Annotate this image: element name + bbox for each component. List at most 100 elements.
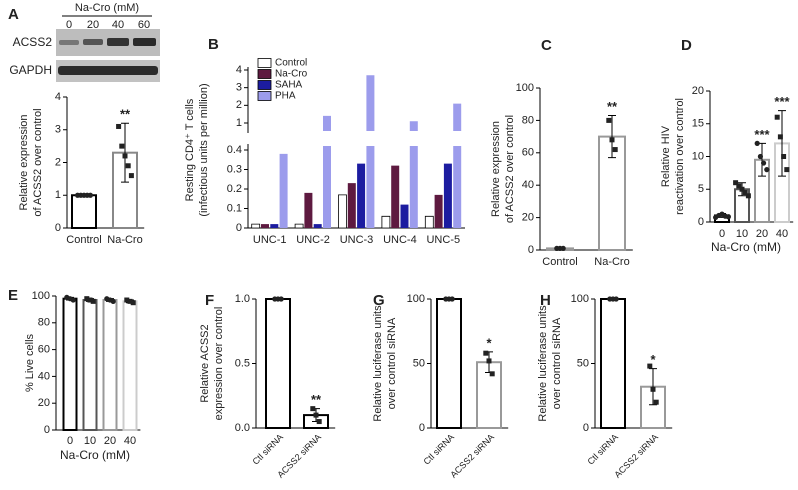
y-tick-label: 100 <box>571 293 589 305</box>
y-tick-label: 0 <box>419 422 425 434</box>
y-axis-label: Relative HIV <box>660 125 672 187</box>
data-point <box>613 296 619 302</box>
y-tick-label: 50 <box>413 357 425 369</box>
data-point <box>560 245 566 251</box>
panel-letter: B <box>208 36 219 53</box>
data-point <box>739 186 745 192</box>
bar <box>102 299 118 431</box>
y-tick-label: 40 <box>522 179 534 191</box>
y-tick-label: 0.1 <box>227 202 242 214</box>
bar <box>261 224 269 228</box>
legend-swatch <box>257 69 272 79</box>
lane-label: 0 <box>66 19 72 31</box>
data-point <box>733 180 739 186</box>
legend-label: Na-Cro <box>275 69 308 80</box>
bar <box>400 204 409 228</box>
x-tick-label: 20 <box>104 435 116 447</box>
bar <box>82 299 98 431</box>
band <box>58 66 158 75</box>
data-point <box>128 173 134 179</box>
x-tick-label: Ctl siRNA <box>585 432 620 467</box>
y-tick-label: 3 <box>236 82 242 94</box>
error-bar <box>649 368 657 406</box>
panel-letter: E <box>8 287 18 304</box>
bar <box>409 121 418 228</box>
data-point <box>313 412 319 418</box>
bar <box>453 103 462 228</box>
error-bar <box>778 110 786 177</box>
y-tick-label: 0.2 <box>227 183 242 195</box>
data-point <box>725 214 732 220</box>
y-tick-label: 0 <box>44 424 50 436</box>
legend-label: SAHA <box>275 80 303 91</box>
data-point <box>757 153 764 160</box>
y-tick-label: 60 <box>38 344 50 356</box>
y-axis-label: of ACSS2 over control <box>504 115 516 223</box>
y-tick-label: 1.0 <box>235 293 250 305</box>
bar <box>279 153 288 228</box>
data-point <box>754 140 760 146</box>
y-tick-label: 0.5 <box>235 357 250 369</box>
x-tick-label: Na-Cro <box>594 256 629 268</box>
x-tick-label: Ctl siRNA <box>250 432 285 467</box>
bar <box>294 223 304 229</box>
data-point <box>653 399 659 405</box>
y-tick-label: 4 <box>55 91 61 103</box>
bar <box>270 224 279 228</box>
y-tick-label: 100 <box>32 290 50 302</box>
data-point <box>761 160 767 166</box>
y-axis-label: Relative luciferase units <box>537 305 549 422</box>
data-point <box>745 193 751 199</box>
data-point <box>777 134 783 140</box>
x-tick-label: Ctl siRNA <box>421 432 456 467</box>
y-tick-label: 15 <box>692 118 704 130</box>
significance: ** <box>311 392 322 407</box>
significance: ** <box>120 107 131 122</box>
bar <box>424 215 434 229</box>
data-point <box>449 296 455 302</box>
data-point <box>647 363 653 369</box>
y-axis-label: Relative expression <box>18 115 30 211</box>
data-point <box>764 167 770 173</box>
error-bar <box>121 122 129 183</box>
data-point <box>127 298 133 304</box>
data-point <box>781 154 787 159</box>
band <box>107 38 129 46</box>
y-tick-label: 100 <box>407 293 425 305</box>
data-point <box>612 147 618 153</box>
y-tick-label: 60 <box>522 147 534 159</box>
panel-letter: G <box>373 292 385 309</box>
y-tick-label: 40 <box>38 370 50 382</box>
data-point <box>122 153 128 159</box>
y-tick-label: 100 <box>516 82 534 94</box>
bar <box>600 298 626 429</box>
y-axis-label: of ACSS2 over control <box>32 108 44 216</box>
legend-swatch <box>257 58 272 68</box>
y-tick-label: 0 <box>55 222 61 234</box>
y-tick-label: 50 <box>577 357 589 369</box>
significance: *** <box>774 94 790 109</box>
bar <box>122 300 138 431</box>
bar <box>347 183 356 228</box>
y-tick-label: 0 <box>583 422 589 434</box>
x-tick-label: Na-Cro <box>107 234 142 246</box>
y-tick-label: 0 <box>528 244 534 256</box>
y-tick-label: 0.3 <box>227 163 242 175</box>
y-axis-label: Relative expression <box>490 121 502 217</box>
y-tick-label: 20 <box>692 85 704 97</box>
bar <box>62 297 78 431</box>
y-tick-label: 2 <box>55 156 61 168</box>
bar <box>71 194 97 229</box>
data-point <box>278 296 284 302</box>
data-point <box>609 137 615 143</box>
panel-letter: H <box>540 292 551 309</box>
y-tick-label: 0.4 <box>227 144 242 156</box>
data-point <box>70 297 76 303</box>
x-tick-label: Control <box>66 234 101 246</box>
panel-letter: C <box>541 37 552 54</box>
lane-label: 20 <box>87 19 99 31</box>
bar <box>338 194 347 229</box>
significance: * <box>486 335 492 350</box>
data-point <box>650 386 656 392</box>
